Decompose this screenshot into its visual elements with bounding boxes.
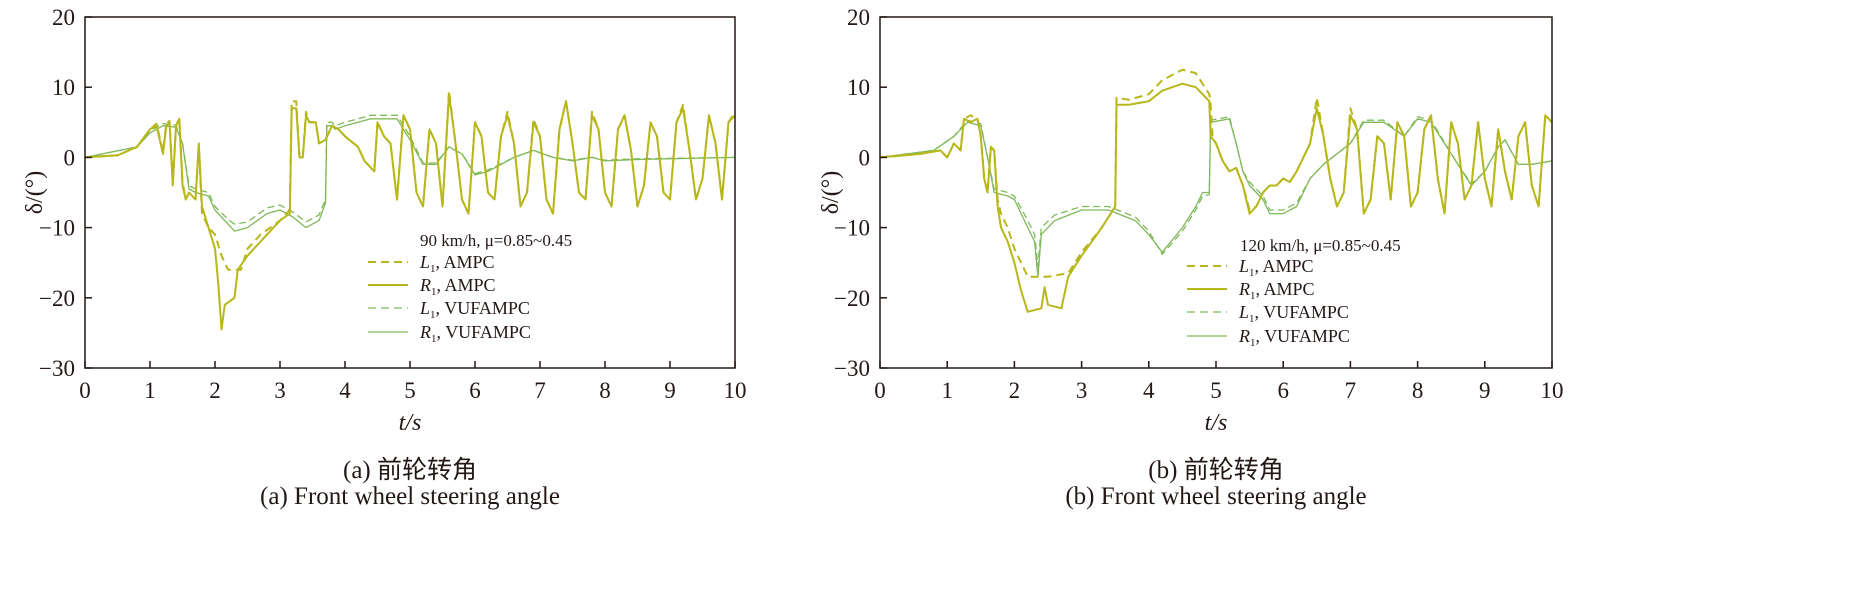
legend-separator: , (1256, 279, 1264, 299)
x-tick-label: 8 (1412, 378, 1424, 403)
legend-controller: AMPC (1263, 256, 1314, 276)
legend-controller: VUFAMPC (444, 298, 530, 318)
x-tick-label: 9 (1479, 378, 1491, 403)
y-tick-label: −10 (834, 216, 870, 241)
y-tick-label: −30 (834, 356, 870, 381)
legend-separator: , (1255, 256, 1263, 276)
y-tick-label: −20 (39, 286, 75, 311)
x-tick-label: 5 (1210, 378, 1222, 403)
legend-controller: AMPC (1264, 279, 1315, 299)
legend-entry: L1, VUFAMPC (419, 298, 530, 321)
condition-label: 90 km/h, μ=0.85~0.45 (420, 231, 572, 250)
y-tick-label: −20 (834, 286, 870, 311)
y-tick-label: 10 (52, 75, 75, 100)
x-tick-label: 7 (534, 378, 546, 403)
legend-entry: R1, VUFAMPC (1238, 326, 1350, 349)
y-tick-label: 20 (52, 5, 75, 30)
legend-separator: , (437, 322, 446, 342)
legend-separator: , (1255, 302, 1264, 322)
legend-var: L (1238, 256, 1249, 276)
legend-var: R (1238, 279, 1250, 299)
legend-controller: AMPC (444, 252, 495, 272)
y-axis-label: δ/(°) (818, 171, 844, 215)
legend-controller: AMPC (445, 275, 496, 295)
caption-a-chinese: (a) 前轮转角 (343, 457, 477, 484)
legend-entry: R1, VUFAMPC (419, 322, 531, 345)
legend-controller: VUFAMPC (1263, 302, 1349, 322)
legend-subscript: 1 (430, 263, 436, 275)
legend-separator: , (436, 298, 445, 318)
legend-entry: R1, AMPC (1238, 279, 1315, 302)
y-tick-label: −30 (39, 356, 75, 381)
y-tick-label: 20 (847, 5, 870, 30)
legend-subscript: 1 (1249, 313, 1255, 325)
legend-var: L (419, 252, 430, 272)
y-tick-label: 0 (859, 145, 871, 170)
legend-entry: R1, AMPC (419, 275, 496, 298)
series-line-l1-ampc (880, 68, 1552, 278)
plot-frame (879, 16, 1553, 369)
x-tick-label: 5 (404, 378, 416, 403)
x-tick-label: 9 (664, 378, 676, 403)
x-tick-label: 3 (1076, 378, 1088, 403)
caption-a-english: (a) Front wheel steering angle (260, 483, 560, 510)
x-tick-label: 7 (1345, 378, 1357, 403)
series-line-r1-vufampc (85, 118, 735, 232)
x-tick-label: 2 (209, 378, 221, 403)
x-tick-label: 0 (874, 378, 886, 403)
legend-separator: , (1256, 326, 1265, 346)
legend-separator: , (437, 275, 445, 295)
legend-var: R (419, 322, 431, 342)
legend-entry: L1, AMPC (419, 252, 495, 275)
legend-subscript: 1 (431, 333, 437, 345)
x-tick-label: 4 (339, 378, 351, 403)
x-tick-label: 10 (724, 378, 747, 403)
y-tick-label: 0 (64, 145, 76, 170)
x-axis-label: t/s (1205, 410, 1228, 436)
caption-b-chinese: (b) 前轮转角 (1148, 457, 1284, 484)
x-tick-label: 1 (941, 378, 953, 403)
caption-b-english: (b) Front wheel steering angle (1065, 483, 1367, 510)
series-line-l1-vufampc (85, 114, 735, 225)
x-tick-label: 3 (274, 378, 286, 403)
legend-var: R (419, 275, 431, 295)
series-line-r1-vufampc (880, 118, 1552, 278)
x-axis-label: t/s (399, 410, 422, 436)
x-tick-label: 0 (79, 378, 91, 403)
condition-label: 120 km/h, μ=0.85~0.45 (1240, 236, 1401, 255)
legend-controller: VUFAMPC (445, 322, 531, 342)
x-tick-label: 6 (469, 378, 481, 403)
y-tick-label: 10 (847, 75, 870, 100)
legend-subscript: 1 (1250, 337, 1256, 349)
series-line-r1-ampc (880, 82, 1552, 313)
chart-b: 0 1 2 3 4 5 6 7 8 9 10 20 10 0 −10 −20 −30 t/s δ/(°) 120 km… (818, 5, 1564, 436)
legend-var: L (1238, 302, 1249, 322)
x-tick-label: 1 (144, 378, 156, 403)
legend-separator: , (436, 252, 444, 272)
legend-controller: VUFAMPC (1264, 326, 1350, 346)
y-tick-label: −10 (39, 216, 75, 241)
x-tick-label: 8 (599, 378, 611, 403)
x-tick-label: 10 (1541, 378, 1564, 403)
x-tick-label: 6 (1277, 378, 1289, 403)
x-tick-label: 4 (1143, 378, 1155, 403)
legend-entry: L1, AMPC (1238, 256, 1314, 279)
y-axis-label: δ/(°) (22, 171, 48, 215)
legend-subscript: 1 (431, 286, 437, 298)
legend-subscript: 1 (1249, 267, 1255, 279)
series-line-l1-vufampc (880, 116, 1552, 267)
series-line-r1-ampc (85, 93, 735, 331)
legend-entry: L1, VUFAMPC (1238, 302, 1349, 325)
chart-a: 0 1 2 3 4 5 6 7 8 9 10 20 10 0 −10 −20 −30 t/s δ/(°) 90 km/… (22, 5, 747, 436)
legend-subscript: 1 (1250, 290, 1256, 302)
legend-var: L (419, 298, 430, 318)
plot-frame (84, 16, 736, 369)
legend-var: R (1238, 326, 1250, 346)
x-tick-label: 2 (1009, 378, 1021, 403)
legend-subscript: 1 (430, 309, 436, 321)
